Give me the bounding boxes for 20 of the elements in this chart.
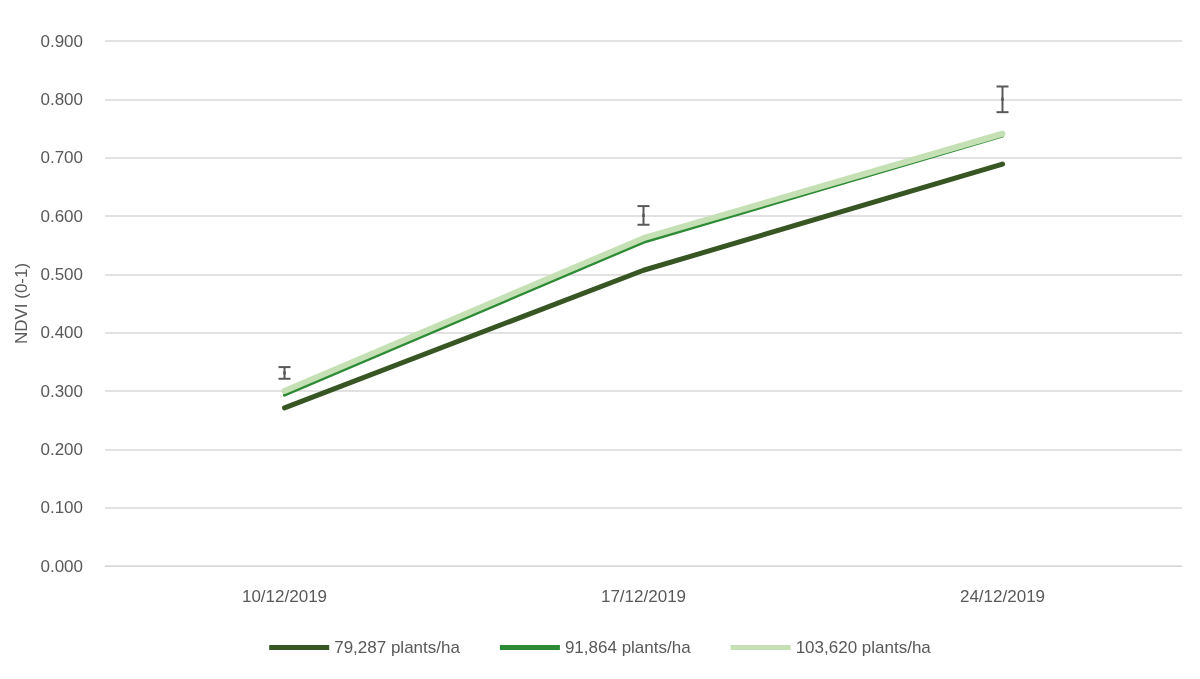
y-axis-title: NDVI (0-1) (11, 262, 31, 345)
y-tick-label: 0.700 (40, 148, 83, 168)
x-tick-label: 17/12/2019 (600, 587, 687, 606)
y-tick-label: 0.300 (40, 381, 83, 401)
point (283, 371, 286, 375)
y-tick-label: 0.100 (40, 498, 83, 518)
y-tick-label: 0.000 (40, 556, 83, 576)
y-tick-label: 0.800 (40, 89, 83, 109)
point (1001, 97, 1004, 101)
y-tick-label: 0.400 (40, 323, 83, 343)
y-tick-label: 0.600 (40, 206, 83, 226)
legend-label: 79,287 plants/ha (334, 638, 461, 657)
y-tick-label: 0.500 (40, 264, 83, 284)
y-tick-label: 0.200 (40, 439, 83, 459)
x-tick-label: 10/12/2019 (241, 587, 328, 606)
x-tick-label: 24/12/2019 (959, 587, 1046, 606)
point (642, 213, 645, 217)
y-tick-label: 0.900 (40, 31, 83, 51)
legend-label: 103,620 plants/ha (795, 638, 932, 657)
legend-label: 91,864 plants/ha (564, 638, 692, 657)
